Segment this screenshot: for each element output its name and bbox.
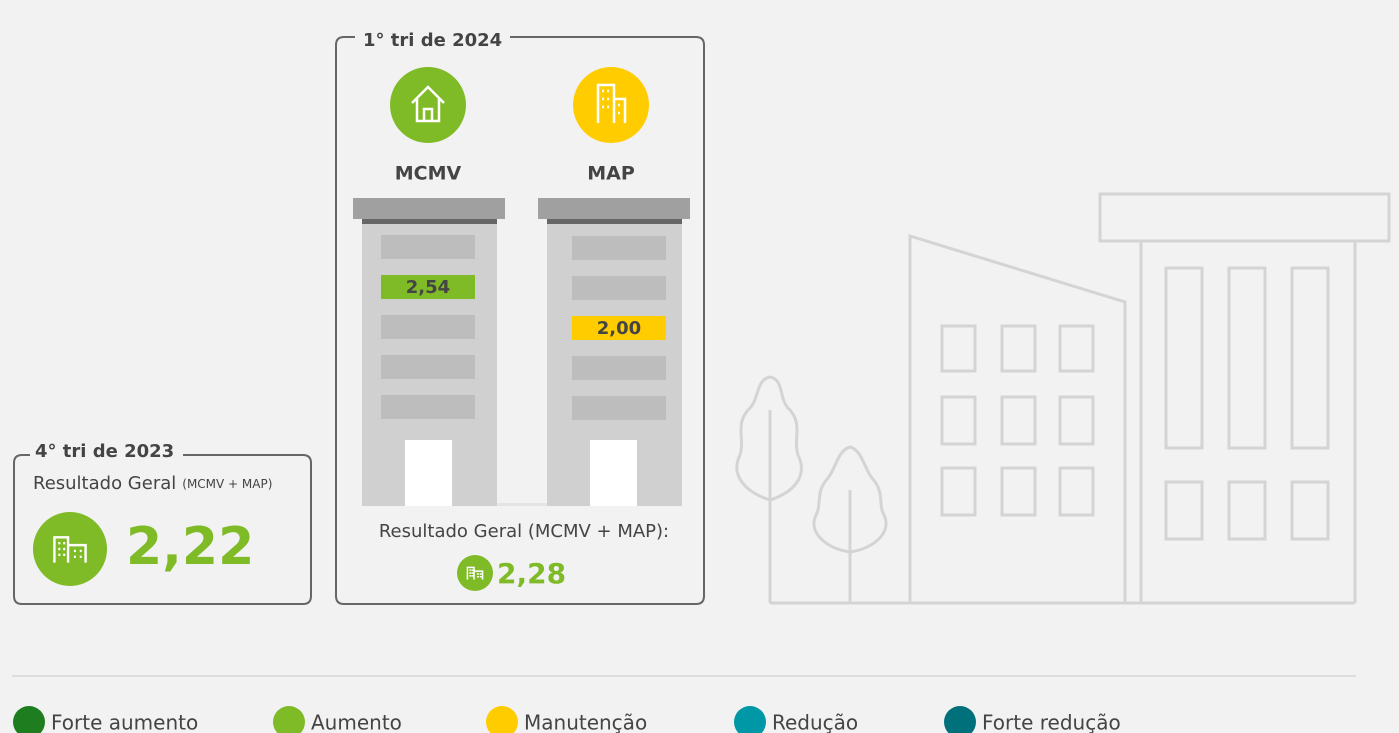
icon-circle	[33, 512, 107, 586]
background-buildings	[735, 192, 1391, 605]
icon-glyph	[466, 566, 484, 580]
current-frame	[335, 36, 705, 605]
door	[590, 440, 637, 506]
segment-icon-glyph	[596, 83, 627, 123]
legend-label: Redução	[772, 711, 858, 733]
previous-value: 2,22	[126, 517, 254, 577]
icon-circle	[457, 555, 493, 591]
window	[572, 276, 666, 300]
legend-label: Aumento	[311, 711, 402, 733]
legend-swatch	[486, 706, 518, 733]
segment-value: 2,00	[597, 318, 641, 339]
legend-label: Forte aumento	[51, 711, 198, 733]
legend-label: Manutenção	[524, 711, 647, 733]
segment-label: MCMV	[395, 163, 462, 185]
previous-title: 4° tri de 2023	[35, 441, 174, 462]
current-overall-value: 2,28	[497, 557, 566, 590]
segment-label: MAP	[587, 163, 635, 185]
segment-icon	[390, 67, 466, 143]
previous-frame	[13, 454, 312, 605]
legend-swatch	[944, 706, 976, 733]
overall-icon	[33, 512, 107, 586]
door	[405, 440, 452, 506]
segment-value: 2,54	[406, 277, 450, 298]
window	[381, 235, 475, 259]
icon-glyph	[53, 536, 87, 563]
note: (MCMV + MAP)	[182, 477, 272, 491]
legend-swatch	[273, 706, 305, 733]
window	[572, 236, 666, 260]
value-window	[381, 275, 475, 299]
legend-label: Forte redução	[982, 711, 1121, 733]
label: Resultado Geral	[33, 473, 176, 494]
roof-edge	[362, 219, 497, 224]
legend-swatch	[734, 706, 766, 733]
roof-edge	[547, 219, 682, 224]
overall-icon	[457, 555, 493, 591]
roof	[538, 198, 690, 219]
segment-icon-glyph	[411, 85, 445, 123]
window	[381, 395, 475, 419]
window	[572, 356, 666, 380]
current-title: 1° tri de 2024	[363, 30, 502, 51]
legend-swatch	[13, 706, 45, 733]
segment-icon	[573, 67, 649, 143]
current-overall-label: Resultado Geral (MCMV + MAP):	[379, 521, 669, 542]
window	[381, 315, 475, 339]
previous-label: Resultado Geral (MCMV + MAP)	[33, 473, 272, 494]
courtyard	[497, 503, 547, 506]
roof	[353, 198, 505, 219]
building: MAP 2,00	[538, 67, 690, 506]
building: MCMV 2,54	[353, 67, 505, 506]
window	[381, 355, 475, 379]
value-window	[572, 316, 666, 340]
window	[572, 396, 666, 420]
